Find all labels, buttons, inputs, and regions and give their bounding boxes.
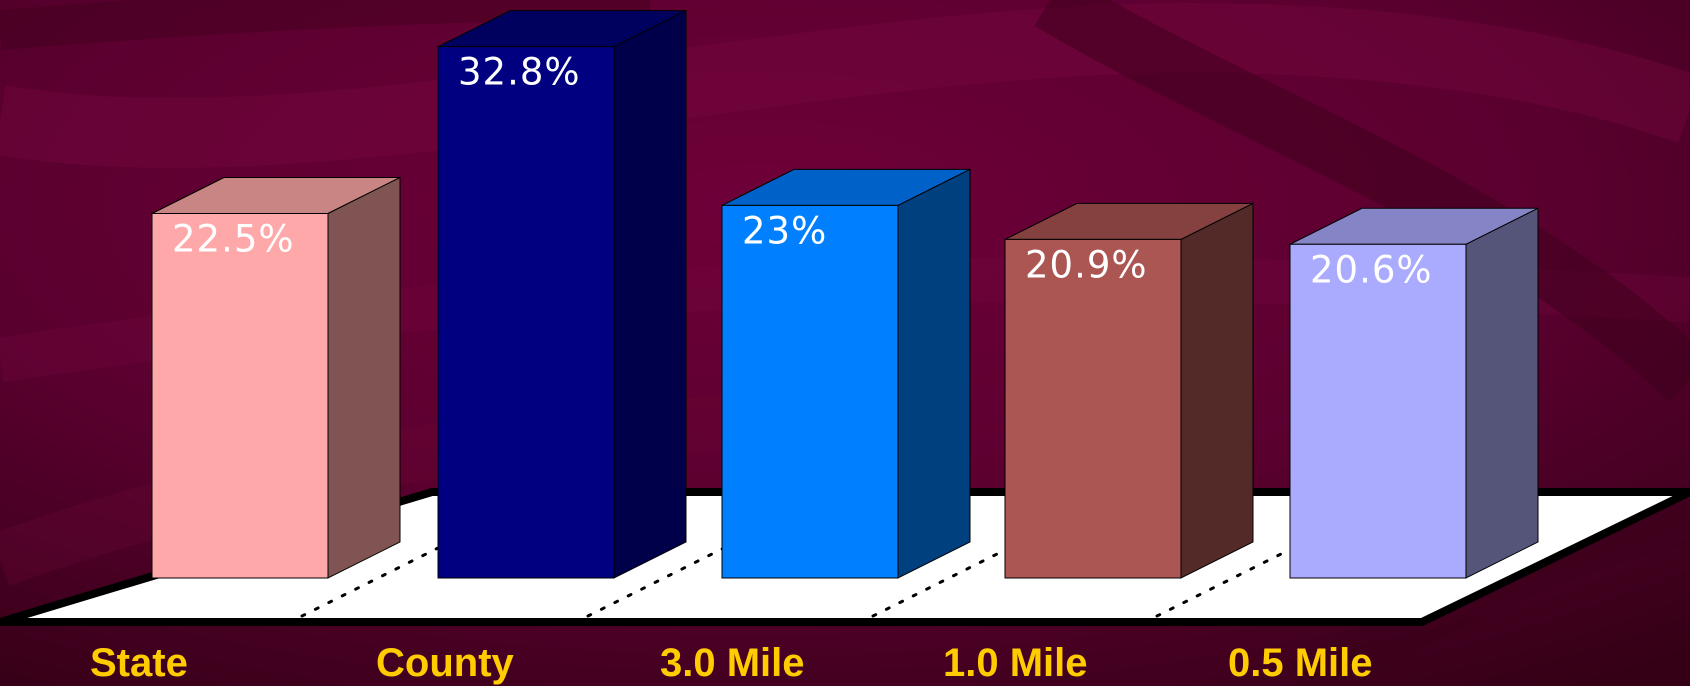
bar-front-face (151, 213, 329, 579)
bar-front-face (1004, 238, 1182, 579)
category-axis-labels: State County 3.0 Mile 1.0 Mile 0.5 Mile (90, 641, 1373, 685)
data-label: 23% (742, 209, 827, 252)
floor-dotted-line (871, 546, 1011, 618)
category-label: State (90, 641, 188, 685)
category-label: 1.0 Mile (943, 641, 1088, 685)
bar (1004, 202, 1254, 579)
data-label: 20.9% (1025, 243, 1148, 286)
bar (437, 9, 687, 579)
category-label: County (376, 641, 515, 685)
bar-front-face (437, 46, 615, 579)
bar-front-face (1289, 243, 1467, 579)
bar-side-face (613, 9, 687, 579)
data-labels: 22.5% 32.8% 23% 20.9% 20.6% (172, 51, 1433, 292)
floor-dotted-line (1155, 546, 1295, 618)
bar-front-face (721, 204, 899, 579)
bar-side-face (897, 168, 971, 579)
bar-side-face (1465, 207, 1539, 579)
bar-side-face (1180, 202, 1254, 579)
bar-side-face (327, 176, 401, 579)
bar (151, 176, 401, 579)
floor-dotted-line (586, 546, 726, 618)
data-label: 20.6% (1310, 248, 1433, 291)
category-label: 3.0 Mile (660, 641, 805, 685)
bar (721, 168, 971, 579)
bars (151, 9, 1539, 579)
floor-dotted-line (300, 546, 440, 618)
data-label: 32.8% (458, 51, 581, 94)
bar (1289, 207, 1539, 579)
data-label: 22.5% (172, 218, 295, 261)
category-label: 0.5 Mile (1228, 641, 1373, 685)
